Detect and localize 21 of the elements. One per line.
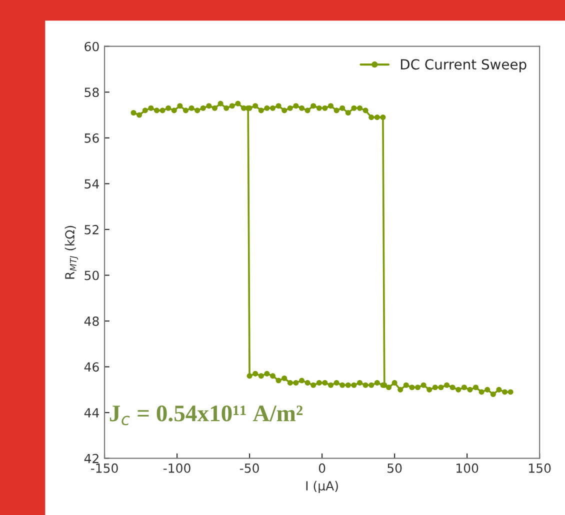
y-tick-label: 56: [84, 133, 99, 143]
x-tick-label: 100: [456, 463, 478, 473]
x-tick-label: 150: [529, 463, 551, 473]
x-tick-label: -50: [240, 463, 259, 473]
x-axis-title: I (μA): [306, 480, 338, 493]
y-tick-label: 54: [84, 179, 99, 189]
y-tick-label: 52: [84, 224, 98, 234]
y-tick-label: 48: [84, 316, 99, 326]
x-tick-label: -100: [163, 463, 190, 473]
y-axis-title: R$_{MTJ}$ (kΩ): [64, 226, 78, 279]
x-tick-label: 50: [388, 463, 402, 473]
y-tick-label: 50: [84, 270, 99, 280]
y-tick-label: 42: [84, 454, 98, 464]
x-tick-label: 0: [318, 463, 326, 473]
legend-label: DC Current Sweep: [400, 59, 526, 72]
annotation: J$_{c}$ = 0.54x10¹¹ A/m²: [110, 405, 302, 426]
y-tick-label: 60: [84, 42, 99, 52]
y-tick-label: 58: [84, 88, 99, 98]
x-tick-label: -150: [90, 463, 118, 473]
y-tick-label: 44: [84, 408, 99, 418]
y-tick-label: 46: [84, 362, 99, 372]
